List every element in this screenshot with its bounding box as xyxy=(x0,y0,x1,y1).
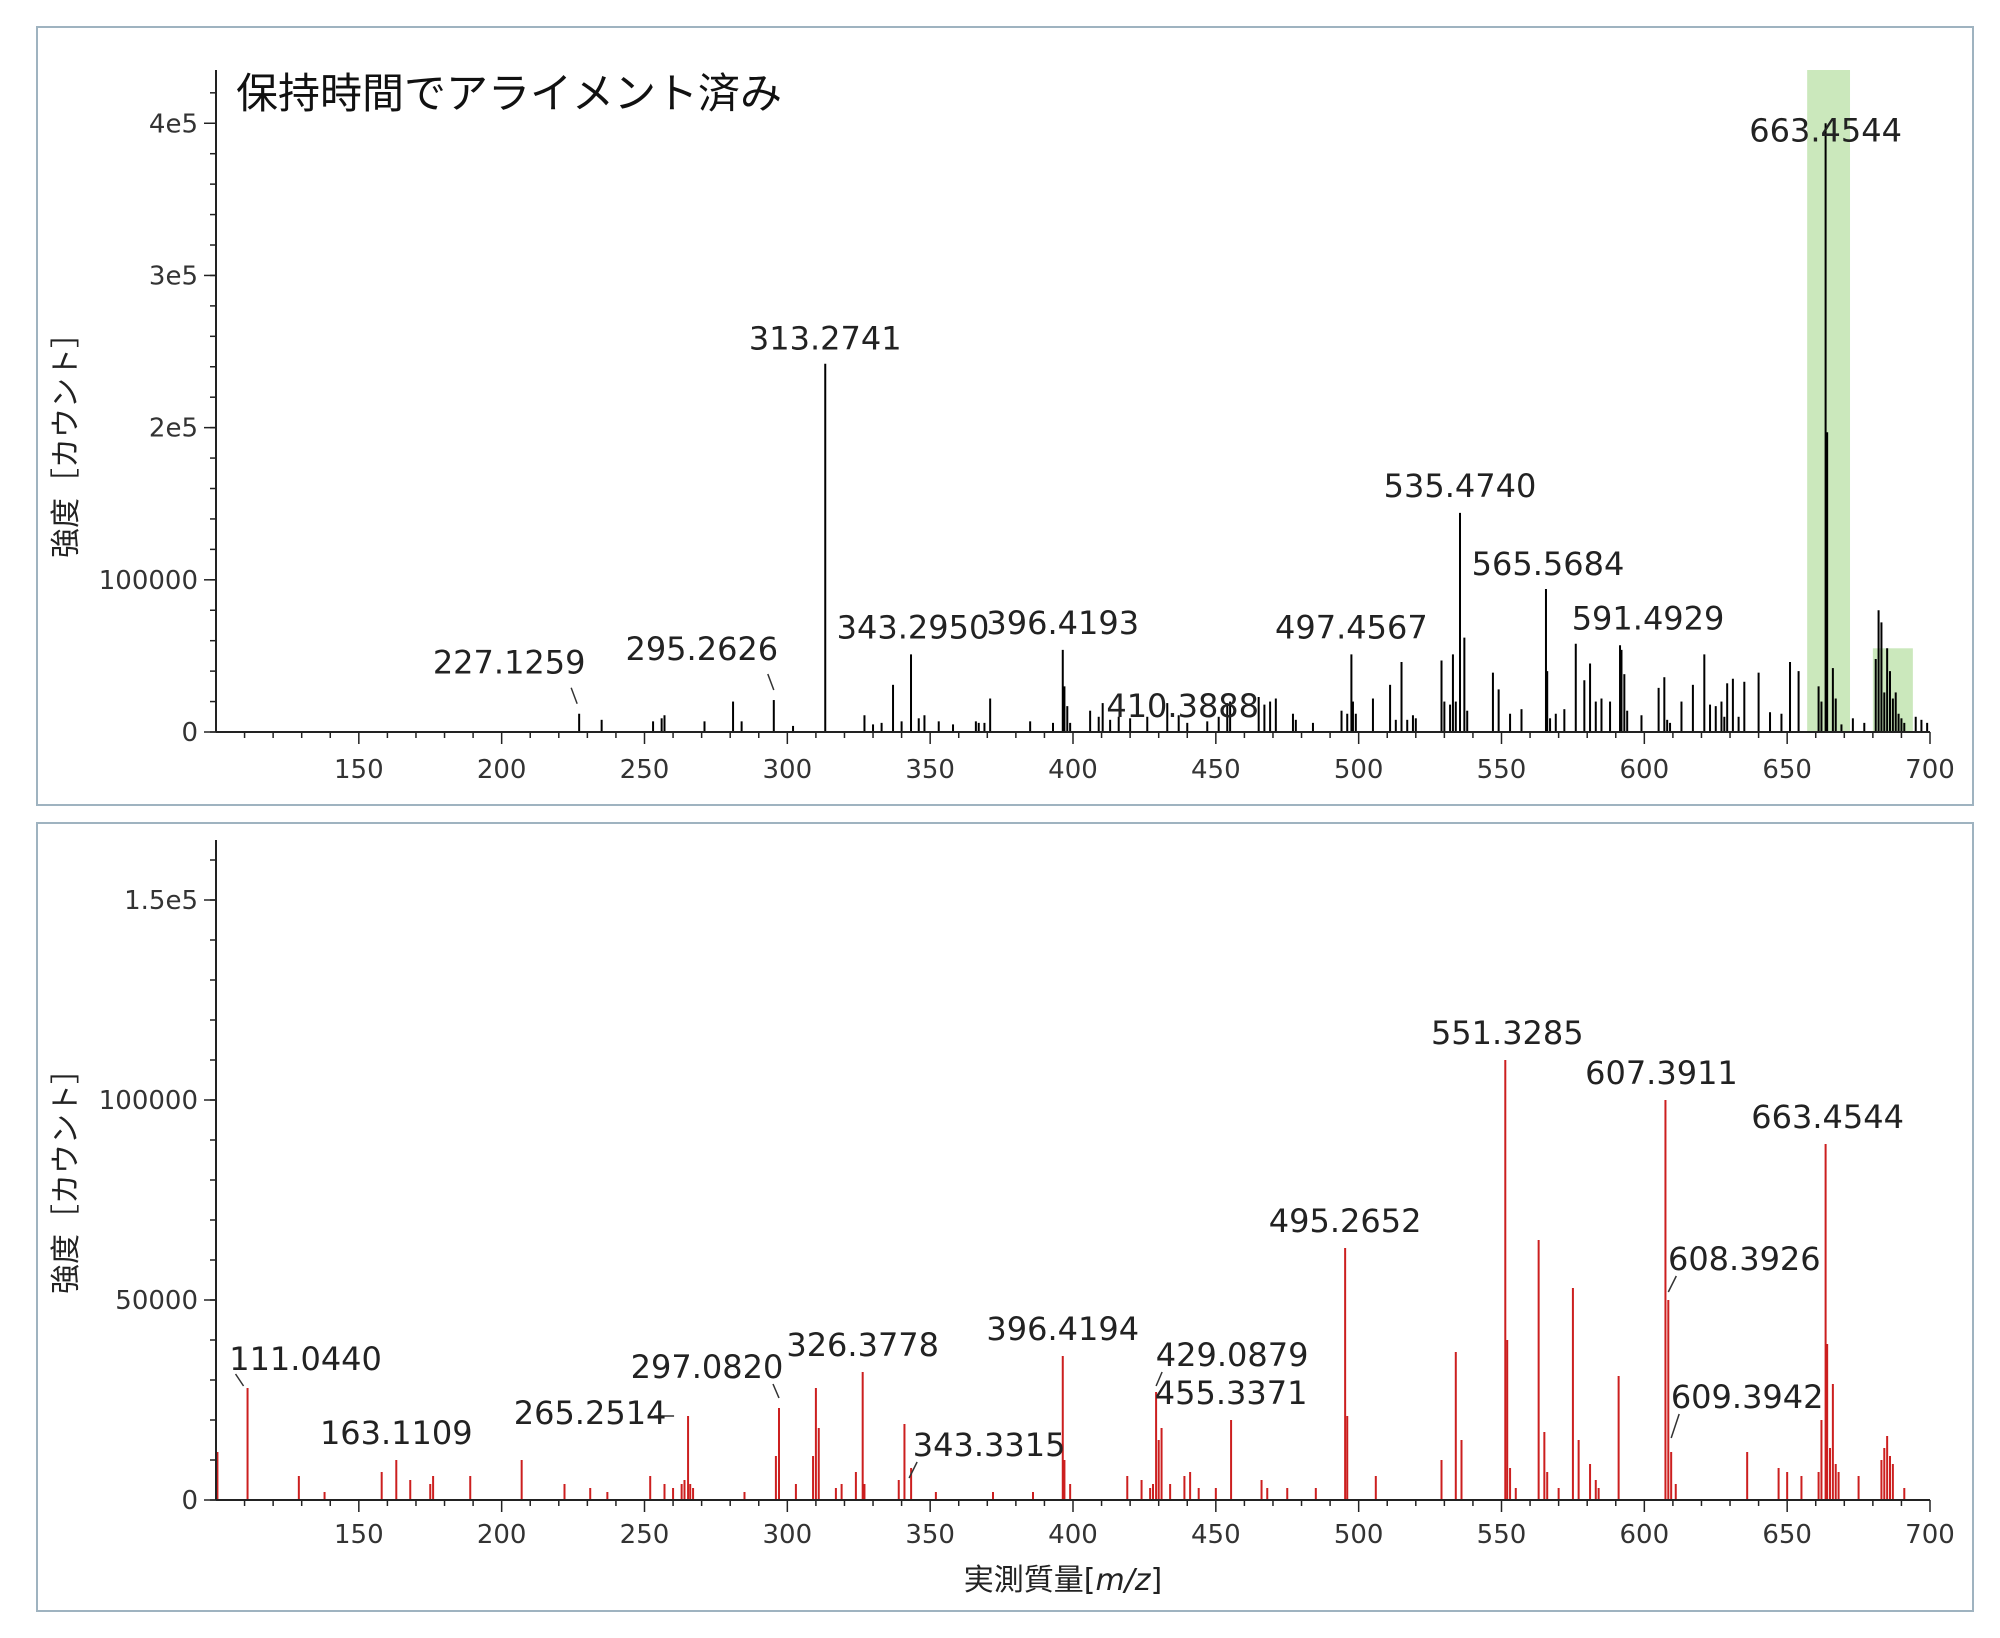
peak-label: 410.3888 xyxy=(1106,687,1259,725)
top-spectrum-panel: 150 200 250 300 350 400 450 500 550 600 650 700 0 100… xyxy=(36,26,1974,806)
peak-label: 663.4544 xyxy=(1751,1098,1904,1136)
peak-label: 455.3371 xyxy=(1155,1374,1308,1412)
peak-label: 497.4567 xyxy=(1275,608,1428,646)
x-tick-label: 600 xyxy=(1620,755,1670,785)
x-tick-label: 650 xyxy=(1762,1520,1812,1550)
peak-label-leader xyxy=(1667,1275,1677,1293)
x-tick-label: 250 xyxy=(620,755,670,785)
x-tick-label: 650 xyxy=(1762,755,1812,785)
peak-label: 429.0879 xyxy=(1156,1336,1309,1374)
peak-label: 495.2652 xyxy=(1269,1202,1422,1240)
top-mass-spectrum-chart: 150 200 250 300 350 400 450 500 550 600 650 700 0 100… xyxy=(49,69,1955,785)
y-tick-label: 2e5 xyxy=(149,414,198,444)
peak-label-leader xyxy=(1670,1413,1680,1439)
peak-label-leader xyxy=(767,673,775,691)
chart-title: 保持時間でアライメント済み xyxy=(236,69,782,118)
x-tick-label: 700 xyxy=(1905,1520,1955,1550)
peak-label: 343.2950 xyxy=(837,608,990,646)
peak-label: 265.2514 xyxy=(514,1394,667,1432)
peak-label: 591.4929 xyxy=(1572,599,1725,637)
peak-label: 396.4193 xyxy=(986,604,1139,642)
x-tick-label: 450 xyxy=(1191,755,1241,785)
peak-label-leader xyxy=(908,1461,918,1479)
peak-label: 297.0820 xyxy=(631,1348,784,1386)
peak-label-leader xyxy=(1155,1371,1163,1387)
peak-label-leader xyxy=(772,1383,780,1399)
y-tick-label: 0 xyxy=(181,1486,198,1516)
y-tick-label: 50000 xyxy=(115,1286,198,1316)
x-tick-label: 300 xyxy=(763,755,813,785)
x-tick-label: 300 xyxy=(763,1520,813,1550)
bottom-mass-spectrum-chart: 150 200 250 300 350 400 450 500 550 600 650 700 0 500… xyxy=(49,840,1955,1598)
peak-label: 565.5684 xyxy=(1472,545,1625,583)
x-tick-label: 200 xyxy=(477,1520,527,1550)
peak-label: 227.1259 xyxy=(433,644,586,682)
y-tick-label: 1.5e5 xyxy=(124,886,198,916)
x-tick-label: 450 xyxy=(1191,1520,1241,1550)
x-axis-title-prefix: 実測質量[ xyxy=(964,1563,1096,1598)
peak-label: 551.3285 xyxy=(1431,1014,1584,1052)
highlight-region xyxy=(1807,70,1851,732)
peak-label: 608.3926 xyxy=(1668,1240,1821,1278)
peak-label: 111.0440 xyxy=(229,1340,382,1378)
y-tick-label: 3e5 xyxy=(149,261,198,291)
x-tick-label: 350 xyxy=(905,1520,955,1550)
peak-label: 163.1109 xyxy=(320,1414,473,1452)
x-tick-label: 200 xyxy=(477,755,527,785)
x-tick-label: 500 xyxy=(1334,755,1384,785)
x-tick-label: 550 xyxy=(1477,755,1527,785)
x-tick-label: 600 xyxy=(1620,1520,1670,1550)
x-tick-label: 550 xyxy=(1477,1520,1527,1550)
x-tick-label: 400 xyxy=(1048,755,1098,785)
peak-label-leader xyxy=(234,1373,245,1387)
peak-label: 535.4740 xyxy=(1384,467,1537,505)
peak-label-leader xyxy=(570,687,578,705)
y-tick-label: 100000 xyxy=(99,1086,198,1116)
peak-label: 663.4544 xyxy=(1749,111,1902,149)
x-axis-title-suffix: ] xyxy=(1151,1563,1163,1598)
peak-label: 609.3942 xyxy=(1671,1378,1824,1416)
x-tick-label: 350 xyxy=(905,755,955,785)
peak-label: 313.2741 xyxy=(749,320,902,358)
peak-label: 607.3911 xyxy=(1585,1054,1738,1092)
y-tick-label: 100000 xyxy=(99,566,198,596)
x-tick-label: 250 xyxy=(620,1520,670,1550)
y-tick-label: 4e5 xyxy=(149,109,198,139)
x-axis-title: 実測質量[m/z] xyxy=(964,1563,1163,1598)
x-tick-label: 400 xyxy=(1048,1520,1098,1550)
bottom-spectrum-panel: 150 200 250 300 350 400 450 500 550 600 650 700 0 500… xyxy=(36,822,1974,1612)
y-axis-title: 強度［カウント］ xyxy=(49,318,84,558)
peak-label: 326.3778 xyxy=(786,1326,939,1364)
x-axis-title-unit: m/z xyxy=(1095,1563,1151,1598)
y-axis-title: 強度［カウント］ xyxy=(49,1054,84,1294)
x-tick-label: 500 xyxy=(1334,1520,1384,1550)
y-tick-label: 0 xyxy=(181,718,198,748)
peak-label: 295.2626 xyxy=(625,630,778,668)
x-tick-label: 700 xyxy=(1905,755,1955,785)
peak-label: 343.3315 xyxy=(913,1426,1066,1464)
x-tick-label: 150 xyxy=(334,755,384,785)
x-tick-label: 150 xyxy=(334,1520,384,1550)
peak-label: 396.4194 xyxy=(986,1310,1139,1348)
